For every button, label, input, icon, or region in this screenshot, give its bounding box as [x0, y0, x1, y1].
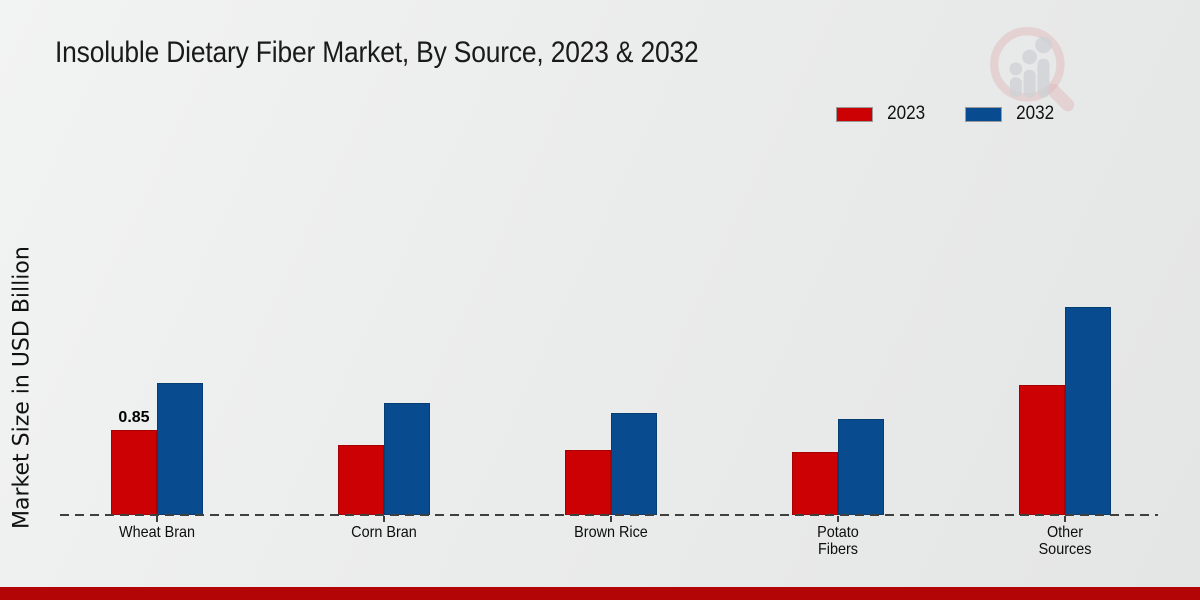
x-label-corn-bran: Corn Bran	[351, 524, 417, 541]
footer-accent-bar	[0, 587, 1200, 600]
x-tick-potato-fibers	[837, 516, 839, 522]
bar-2032-wheat-bran	[157, 383, 203, 515]
bar-2032-potato-fibers	[838, 419, 884, 515]
legend-item-2032: 2032	[965, 103, 1056, 125]
bar-2023-corn-bran	[338, 445, 384, 515]
bar-2023-other-sources	[1019, 385, 1065, 515]
bar-2032-corn-bran	[384, 403, 430, 515]
legend-swatch-2032	[965, 106, 1003, 122]
bar-2023-brown-rice	[565, 450, 611, 515]
x-label-brown-rice: Brown Rice	[574, 524, 648, 541]
bar-2023-potato-fibers	[792, 452, 838, 515]
x-axis-line	[60, 514, 1158, 516]
x-label-wheat-bran: Wheat Bran	[118, 524, 196, 541]
bar-2032-other-sources	[1065, 307, 1111, 515]
magnifier-bar-chart-logo-watermark	[990, 27, 1075, 112]
x-label-other-sources: Other Sources	[1038, 524, 1092, 558]
x-tick-other-sources	[1064, 516, 1066, 522]
chart-title: Insoluble Dietary Fiber Market, By Sourc…	[55, 36, 699, 69]
x-tick-corn-bran	[383, 516, 385, 522]
bar-2032-brown-rice	[611, 413, 657, 515]
x-label-potato-fibers: Potato Fibers	[817, 524, 859, 558]
bar-2023-wheat-bran	[111, 430, 157, 515]
legend-label-2023: 2023	[887, 103, 926, 124]
legend-swatch-2023	[836, 106, 873, 122]
legend-item-2023: 2023	[836, 103, 927, 125]
legend: 2023 2032	[836, 103, 1057, 125]
legend-label-2032: 2032	[1016, 103, 1055, 124]
x-tick-brown-rice	[610, 516, 612, 522]
x-tick-wheat-bran	[156, 516, 158, 522]
bar-value-2023-wheat-bran: 0.85	[118, 409, 150, 426]
